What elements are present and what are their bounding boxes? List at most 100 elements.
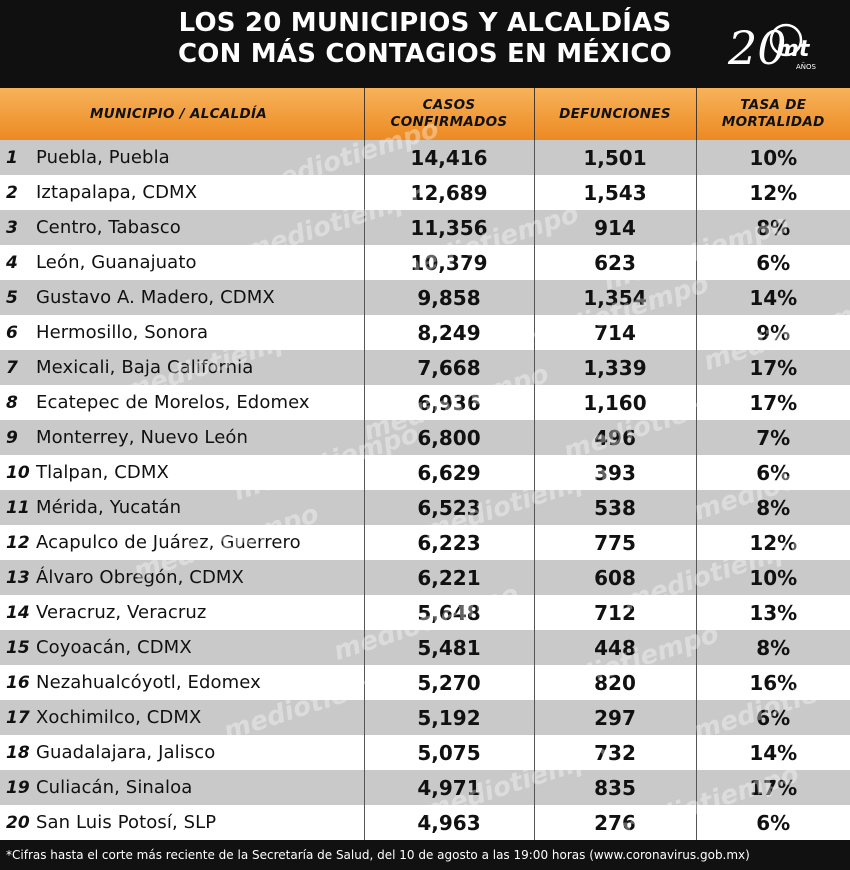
casos-cell: 6,936 [363, 385, 534, 420]
municipio-cell: 1 Puebla, Puebla [0, 140, 364, 175]
table-header-row: MUNICIPIO / ALCALDÍA CASOS CONFIRMADOS DE… [0, 88, 850, 140]
defunciones-cell: 608 [533, 560, 696, 595]
rank-number: 8 [6, 393, 18, 413]
municipio-cell: 18 Guadalajara, Jalisco [0, 735, 364, 770]
municipio-name: Hermosillo, Sonora [36, 322, 209, 343]
defunciones-cell: 393 [533, 455, 696, 490]
municipio-name: Mexicali, Baja California [36, 357, 254, 378]
tasa-cell: 16% [695, 665, 850, 700]
rank-number: 1 [6, 148, 18, 168]
tasa-cell: 17% [695, 350, 850, 385]
table-row: 12 Acapulco de Juárez, Guerrero 6,223 775 12… [0, 525, 850, 560]
municipio-name: León, Guanajuato [36, 252, 197, 273]
ranking-table: MUNICIPIO / ALCALDÍA CASOS CONFIRMADOS DE… [0, 88, 850, 840]
column-header-municipio: MUNICIPIO / ALCALDÍA [0, 88, 364, 140]
municipio-cell: 3 Centro, Tabasco [0, 210, 364, 245]
tasa-cell: 12% [695, 525, 850, 560]
defunciones-cell: 538 [533, 490, 696, 525]
municipio-name: Puebla, Puebla [36, 147, 170, 168]
municipio-cell: 9 Monterrey, Nuevo León [0, 420, 364, 455]
tasa-cell: 6% [695, 455, 850, 490]
column-header-defunciones: DEFUNCIONES [533, 88, 696, 140]
title-line-1: LOS 20 MUNICIPIOS Y ALCALDÍAS [178, 8, 672, 38]
tasa-cell: 12% [695, 175, 850, 210]
rank-number: 4 [6, 253, 18, 273]
rank-number: 20 [6, 813, 30, 833]
tasa-cell: 6% [695, 700, 850, 735]
tasa-cell: 8% [695, 630, 850, 665]
municipio-name: Centro, Tabasco [36, 217, 181, 238]
municipio-cell: 14 Veracruz, Veracruz [0, 595, 364, 630]
defunciones-cell: 835 [533, 770, 696, 805]
mediotiempo-20-years-logo: 20 mt AÑOS [727, 21, 817, 74]
casos-cell: 5,270 [363, 665, 534, 700]
table-row: 5 Gustavo A. Madero, CDMX 9,858 1,354 14% [0, 280, 850, 315]
defunciones-cell: 448 [533, 630, 696, 665]
table-row: 6 Hermosillo, Sonora 8,249 714 9% [0, 315, 850, 350]
rank-number: 9 [6, 428, 18, 448]
rank-number: 5 [6, 288, 18, 308]
rank-number: 15 [6, 638, 30, 658]
table-row: 7 Mexicali, Baja California 7,668 1,339 17% [0, 350, 850, 385]
column-header-casos: CASOS CONFIRMADOS [363, 88, 534, 140]
rank-number: 13 [6, 568, 30, 588]
casos-cell: 11,356 [363, 210, 534, 245]
municipio-cell: 10 Tlalpan, CDMX [0, 455, 364, 490]
municipio-name: Nezahualcóyotl, Edomex [36, 672, 261, 693]
footer-note: *Cifras hasta el corte más reciente de l… [0, 840, 850, 870]
table-row: 15 Coyoacán, CDMX 5,481 448 8% [0, 630, 850, 665]
casos-cell: 7,668 [363, 350, 534, 385]
defunciones-cell: 1,543 [533, 175, 696, 210]
defunciones-cell: 820 [533, 665, 696, 700]
casos-cell: 6,800 [363, 420, 534, 455]
tasa-cell: 8% [695, 210, 850, 245]
table-row: 16 Nezahualcóyotl, Edomex 5,270 820 16% [0, 665, 850, 700]
rank-number: 19 [6, 778, 30, 798]
table-row: 1 Puebla, Puebla 14,416 1,501 10% [0, 140, 850, 175]
tasa-cell: 17% [695, 385, 850, 420]
rank-number: 14 [6, 603, 30, 623]
municipio-name: Culiacán, Sinaloa [36, 777, 193, 798]
casos-cell: 5,648 [363, 595, 534, 630]
table-row: 4 León, Guanajuato 10,379 623 6% [0, 245, 850, 280]
rank-number: 18 [6, 743, 30, 763]
defunciones-cell: 1,501 [533, 140, 696, 175]
municipio-cell: 20 San Luis Potosí, SLP [0, 805, 364, 840]
tasa-cell: 8% [695, 490, 850, 525]
defunciones-cell: 732 [533, 735, 696, 770]
municipio-cell: 6 Hermosillo, Sonora [0, 315, 364, 350]
municipio-name: Acapulco de Juárez, Guerrero [36, 532, 301, 553]
municipio-name: Guadalajara, Jalisco [36, 742, 216, 763]
municipio-name: Coyoacán, CDMX [36, 637, 192, 658]
table-row: 18 Guadalajara, Jalisco 5,075 732 14% [0, 735, 850, 770]
table-row: 13 Álvaro Obregón, CDMX 6,221 608 10% [0, 560, 850, 595]
column-header-tasa: TASA DE MORTALIDAD [695, 88, 850, 140]
municipio-name: Gustavo A. Madero, CDMX [36, 287, 275, 308]
rank-number: 6 [6, 323, 18, 343]
defunciones-cell: 1,160 [533, 385, 696, 420]
rank-number: 7 [6, 358, 18, 378]
defunciones-cell: 1,354 [533, 280, 696, 315]
municipio-name: Veracruz, Veracruz [36, 602, 207, 623]
casos-cell: 14,416 [363, 140, 534, 175]
rank-number: 16 [6, 673, 30, 693]
rank-number: 17 [6, 708, 30, 728]
tasa-cell: 17% [695, 770, 850, 805]
municipio-name: San Luis Potosí, SLP [36, 812, 217, 833]
municipio-name: Álvaro Obregón, CDMX [36, 567, 244, 588]
casos-cell: 4,963 [363, 805, 534, 840]
defunciones-cell: 623 [533, 245, 696, 280]
table-row: 3 Centro, Tabasco 11,356 914 8% [0, 210, 850, 245]
defunciones-cell: 496 [533, 420, 696, 455]
municipio-cell: 19 Culiacán, Sinaloa [0, 770, 364, 805]
tasa-cell: 10% [695, 140, 850, 175]
table-body: 1 Puebla, Puebla 14,416 1,501 10% 2 Iztapalapa… [0, 140, 850, 840]
tasa-cell: 6% [695, 245, 850, 280]
tasa-cell: 7% [695, 420, 850, 455]
tasa-cell: 10% [695, 560, 850, 595]
page-title: LOS 20 MUNICIPIOS Y ALCALDÍAS CON MÁS CO… [0, 8, 850, 70]
casos-cell: 5,075 [363, 735, 534, 770]
tasa-cell: 13% [695, 595, 850, 630]
logo-text: mt [776, 37, 811, 62]
table-row: 9 Monterrey, Nuevo León 6,800 496 7% [0, 420, 850, 455]
